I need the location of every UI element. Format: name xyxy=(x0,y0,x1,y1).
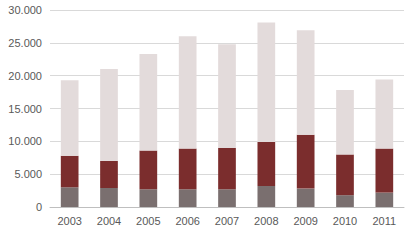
svg-text:2004: 2004 xyxy=(97,215,121,227)
svg-text:2009: 2009 xyxy=(293,215,317,227)
svg-text:2003: 2003 xyxy=(57,215,81,227)
svg-text:0: 0 xyxy=(36,201,42,213)
svg-text:5.000: 5.000 xyxy=(14,168,42,180)
svg-text:30.000: 30.000 xyxy=(8,4,42,16)
svg-text:2005: 2005 xyxy=(136,215,160,227)
svg-text:2011: 2011 xyxy=(373,215,397,227)
svg-text:2010: 2010 xyxy=(333,215,357,227)
svg-text:25.000: 25.000 xyxy=(8,37,42,49)
svg-text:15.000: 15.000 xyxy=(8,103,42,115)
svg-text:20.000: 20.000 xyxy=(8,70,42,82)
svg-text:10.000: 10.000 xyxy=(8,135,42,147)
svg-text:2007: 2007 xyxy=(215,215,239,227)
svg-text:2008: 2008 xyxy=(254,215,278,227)
svg-text:2006: 2006 xyxy=(175,215,199,227)
